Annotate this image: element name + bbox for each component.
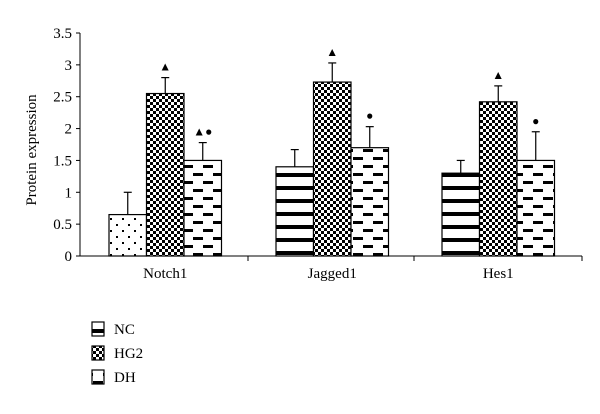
legend-swatch-dh bbox=[91, 369, 105, 385]
significance-marker: ▲ bbox=[326, 45, 338, 59]
significance-marker: ● bbox=[532, 114, 539, 128]
y-tick-label: 2 bbox=[65, 122, 73, 138]
significance-marker: ▲ bbox=[492, 68, 504, 82]
bar-nc-jagged1 bbox=[275, 166, 315, 257]
bar-hg2-notch1 bbox=[145, 92, 185, 257]
significance-marker: ▲● bbox=[193, 125, 212, 139]
x-tick-label: Jagged1 bbox=[308, 266, 357, 282]
bar-hg2-hes1 bbox=[478, 101, 518, 257]
bar-nc-notch1 bbox=[108, 213, 148, 257]
y-tick-label: 0.5 bbox=[53, 217, 72, 233]
x-tick-label: Hes1 bbox=[483, 266, 514, 282]
legend-label-nc: NC bbox=[114, 322, 135, 338]
significance-marker: ▲ bbox=[159, 60, 171, 74]
bar-hg2-jagged1 bbox=[312, 81, 352, 257]
y-axis-label: Protein expression bbox=[24, 94, 40, 206]
legend-label-hg2: HG2 bbox=[114, 346, 143, 362]
y-tick-label: 1 bbox=[65, 185, 73, 201]
legend-swatch-hg2 bbox=[91, 345, 105, 361]
bar-dh-hes1 bbox=[516, 159, 556, 257]
bar-dh-jagged1 bbox=[350, 147, 390, 257]
y-tick-label: 3.5 bbox=[53, 26, 72, 42]
legend-swatch-nc bbox=[91, 321, 105, 337]
y-tick-label: 0 bbox=[65, 249, 73, 265]
y-tick-label: 1.5 bbox=[53, 153, 72, 169]
y-tick-label: 2.5 bbox=[53, 90, 72, 106]
bar-dh-notch1 bbox=[183, 159, 223, 257]
significance-marker: ● bbox=[366, 109, 373, 123]
x-tick-label: Notch1 bbox=[143, 266, 187, 282]
y-tick-label: 3 bbox=[65, 58, 73, 74]
legend-label-dh: DH bbox=[114, 370, 136, 386]
bar-nc-hes1 bbox=[441, 172, 481, 257]
